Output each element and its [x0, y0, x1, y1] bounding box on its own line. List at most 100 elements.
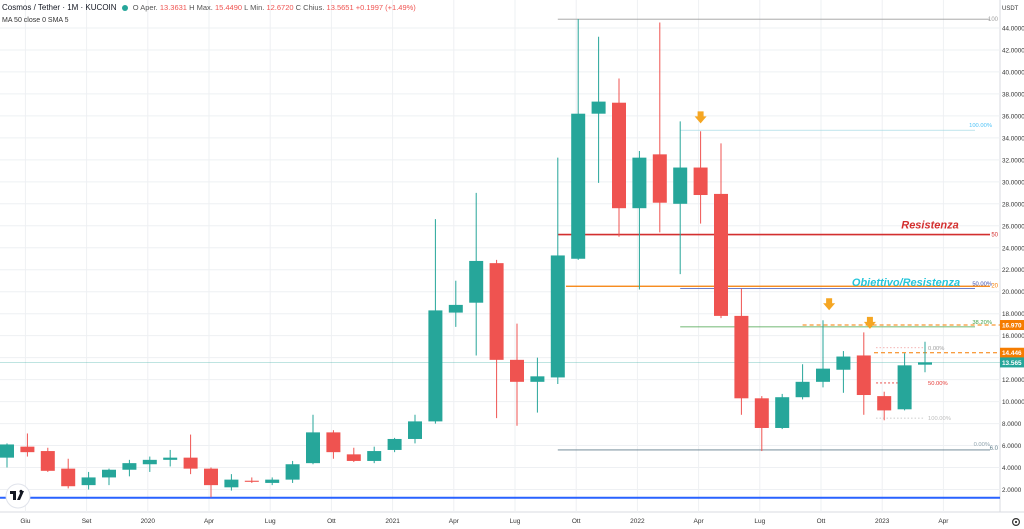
low-value: 12.6720 [266, 3, 294, 12]
candle [714, 143, 728, 319]
candle [591, 36, 606, 183]
y-tick-label: 34.0000 [1002, 135, 1024, 142]
candle-body [795, 381, 810, 398]
candle [632, 151, 647, 290]
candle [693, 131, 708, 224]
candle [326, 430, 341, 459]
candle-body [469, 260, 484, 303]
candle-body [856, 355, 871, 396]
candle-body [306, 432, 320, 464]
candle-body [40, 451, 55, 471]
y-tick-label: 16.0000 [1002, 333, 1024, 340]
candle-body [775, 397, 790, 428]
fib-label: 50.00% [972, 281, 992, 287]
candle [856, 332, 871, 415]
y-tick-label: 38.0000 [1002, 91, 1024, 98]
candle-body [550, 255, 565, 378]
candle [346, 447, 361, 463]
candle [81, 471, 96, 490]
down-arrow-icon [694, 111, 707, 124]
open-value: 13.3631 [159, 3, 187, 12]
candle-body [102, 469, 116, 478]
right-edge-label: 50 [991, 233, 998, 239]
candle [775, 393, 790, 430]
price-tag-bg [1000, 357, 1024, 368]
y-tick-label: 10.0000 [1002, 399, 1024, 406]
price-tag-label: 14.446 [1002, 350, 1022, 357]
x-tick-label: Apr [449, 518, 460, 525]
candle [673, 121, 688, 275]
candle-body [673, 167, 688, 204]
candle [122, 459, 137, 477]
candle-body [693, 167, 708, 196]
candle-body [612, 102, 626, 209]
symbol-title[interactable]: Cosmos / Tether · 1M · KUCOIN [2, 3, 117, 12]
candle [612, 78, 626, 237]
low-text: Min. [250, 3, 265, 12]
candle [40, 447, 55, 472]
high-text: Max. [196, 3, 213, 12]
candle [0, 443, 14, 468]
candle [142, 456, 157, 472]
fib-label: 100.00% [928, 416, 951, 422]
price-axis-panel [1000, 0, 1024, 529]
candle-body [897, 365, 912, 410]
y-tick-label: 2.0000 [1002, 487, 1022, 494]
right-edge-label: 20 [991, 284, 998, 290]
candle [20, 433, 35, 457]
candle-body [326, 432, 341, 453]
candle-body [877, 396, 892, 411]
y-tick-label: 4.0000 [1002, 465, 1022, 472]
candle-body [632, 157, 647, 209]
fib-label: 0.00% [974, 442, 990, 448]
close-text: Chius. [303, 3, 325, 12]
x-tick-label: Ott [572, 518, 581, 525]
candle [183, 434, 198, 475]
candle-body [836, 356, 851, 370]
candle-body [448, 304, 463, 313]
candle [734, 288, 749, 415]
candle-body [265, 479, 280, 483]
candle [550, 157, 565, 385]
candle-body [285, 464, 300, 480]
low-label: L [244, 3, 249, 12]
candle-body [489, 263, 504, 360]
y-tick-label: 12.0000 [1002, 377, 1024, 384]
y-tick-label: 42.0000 [1002, 47, 1024, 54]
price-tag-bg [1000, 320, 1024, 331]
x-tick-label: 2023 [875, 518, 890, 525]
candle-body [530, 376, 545, 382]
right-edge-label: 6.0 [990, 446, 999, 452]
price-tag-label: 16.970 [1002, 323, 1022, 330]
candle-body [510, 359, 524, 382]
candle [918, 341, 932, 373]
x-tick-label: 2020 [141, 518, 156, 525]
fib-label: 100.00% [969, 123, 992, 129]
price-tag: 13.565 [1000, 357, 1024, 368]
settings-gear-icon[interactable] [1011, 517, 1020, 526]
open-label: O [132, 3, 139, 12]
candle [224, 474, 239, 491]
candle [795, 364, 810, 400]
candle-body [816, 368, 830, 382]
indicator-legend[interactable]: MA 50 close 0 SMA 5 [2, 17, 69, 24]
change-value: +0.1997 (+1.49%) [355, 3, 416, 12]
candle-body [367, 451, 382, 461]
high-label: H [189, 3, 195, 12]
target-resistance-label: Obiettivo/Resistenza [852, 277, 960, 289]
right-edge-label: 100 [988, 17, 999, 23]
candle-body [204, 468, 218, 486]
y-tick-label: 44.0000 [1002, 25, 1024, 32]
candle-body [652, 154, 667, 203]
down-arrow-icon [863, 316, 876, 329]
y-tick-label: 40.0000 [1002, 69, 1024, 76]
price-tag-bg [1000, 347, 1024, 358]
candle [408, 414, 422, 444]
candle-body [81, 477, 96, 486]
high-value: 15.4490 [214, 3, 243, 12]
x-tick-label: Ott [817, 518, 826, 525]
candle-body [122, 463, 137, 470]
fib-label: 0.00% [928, 346, 944, 352]
